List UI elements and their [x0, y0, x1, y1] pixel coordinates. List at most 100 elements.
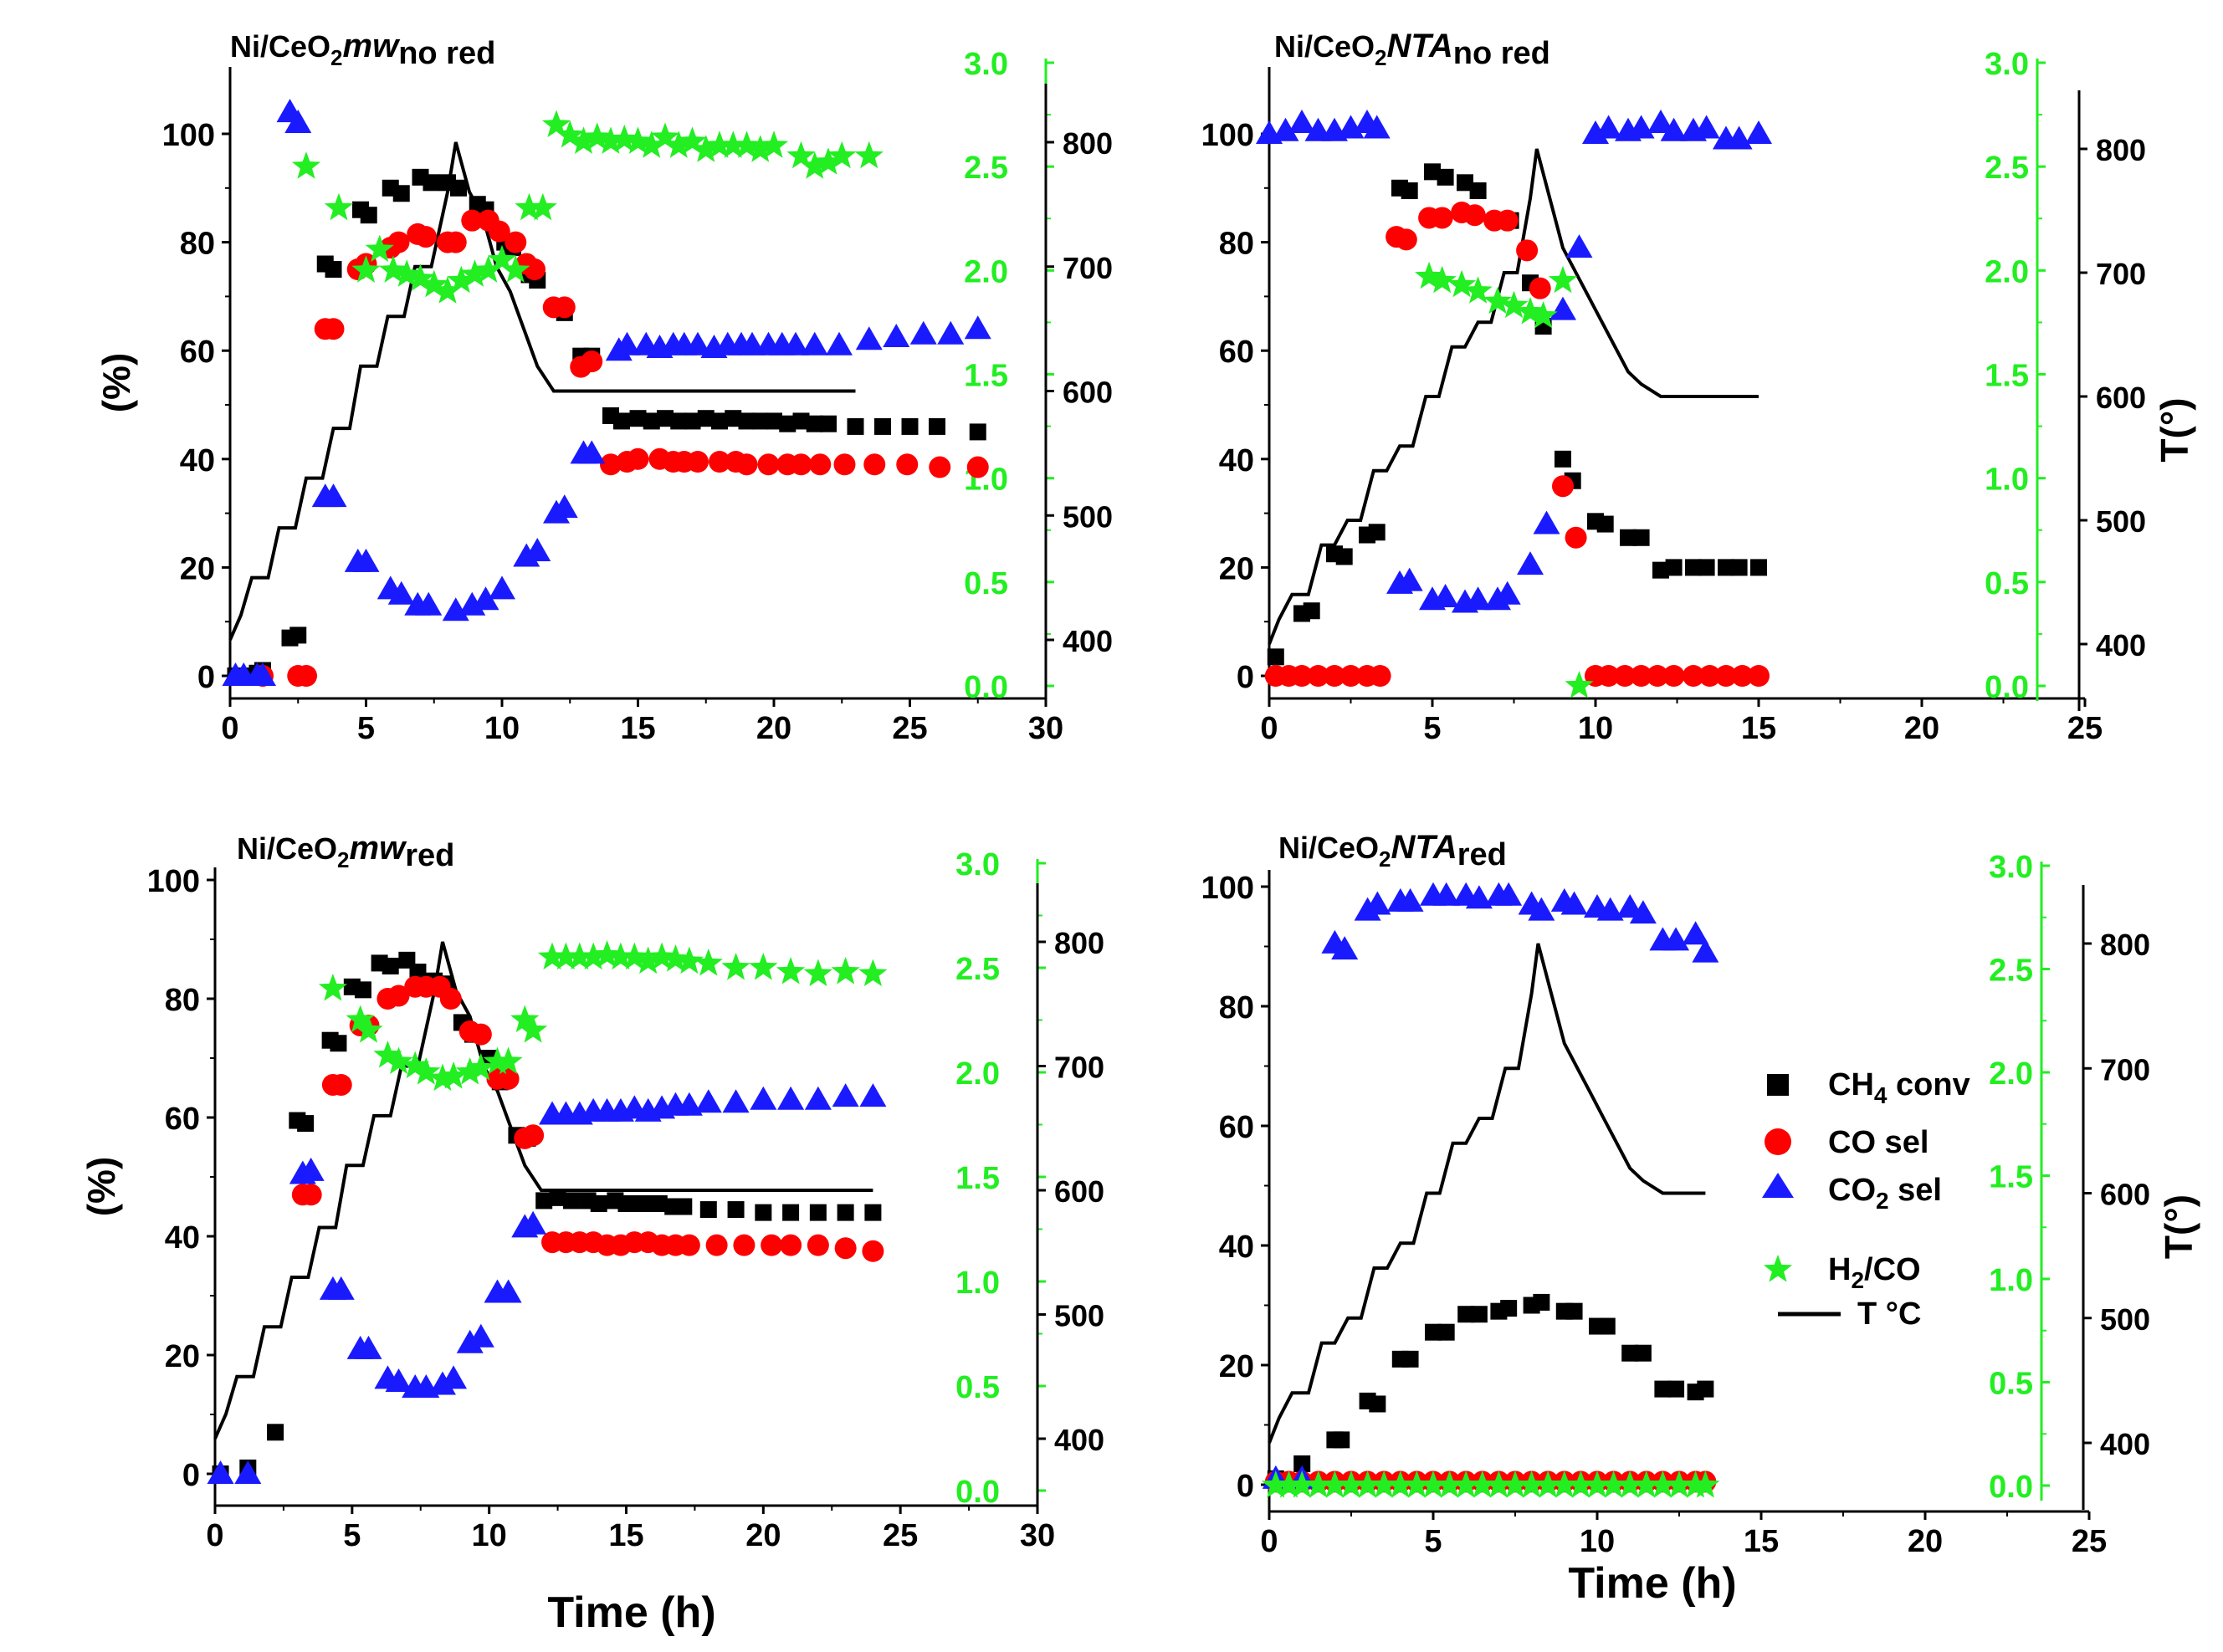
x-tick-label: 15: [608, 1518, 643, 1553]
legend-temp-label: T °C: [1857, 1297, 1921, 1332]
y-tick-label: 20: [180, 551, 215, 586]
temp-axis-label: T(°): [2157, 1194, 2200, 1259]
y-tick-label: 60: [1219, 1110, 1254, 1145]
h2co-point: [831, 957, 860, 985]
h2co-point: [661, 944, 690, 972]
y2-tick-label: 2.5: [1985, 151, 2029, 186]
ch4-conv-point: [267, 1424, 284, 1441]
co-sel-point: [387, 985, 410, 1007]
co2-sel-point: [578, 440, 606, 464]
ch4-conv-point: [382, 957, 399, 974]
ch4-conv-point: [1401, 1350, 1419, 1368]
ch4-conv-point: [1368, 524, 1386, 541]
ch4-conv-point: [1654, 1380, 1672, 1398]
h2co-point: [1418, 1470, 1448, 1498]
h2co-point: [1616, 1470, 1645, 1498]
temp-tick-label: 600: [1054, 1174, 1104, 1209]
y-tick-label: 40: [180, 443, 215, 478]
ch4-conv-point: [1685, 559, 1702, 576]
ch4-conv-point: [423, 174, 440, 192]
ch4-conv-point: [1437, 1323, 1455, 1341]
y-tick-label: 60: [1219, 335, 1254, 370]
co-sel-point: [1565, 526, 1587, 549]
co-sel-point: [790, 453, 812, 476]
ch4-conv-point: [1267, 648, 1284, 666]
h2co-point: [439, 1061, 469, 1089]
co2-sel-point: [1560, 891, 1588, 915]
h2co-point: [1548, 265, 1578, 294]
co2-sel-point: [1662, 927, 1690, 951]
y2-tick-label: 2.0: [1985, 254, 2029, 289]
h2co-point: [1691, 1470, 1720, 1498]
temp-axis-label: T(°): [2153, 397, 2196, 462]
ch4-conv-point: [617, 1194, 635, 1212]
h2co-point: [678, 126, 707, 154]
y2-tick-label: 1.5: [964, 359, 1008, 394]
co-sel-point: [809, 453, 832, 476]
h2co-point: [606, 942, 636, 970]
ch4-conv-point: [643, 412, 660, 430]
h2co-point: [401, 1051, 430, 1079]
y2-tick-label: 0.0: [955, 1475, 1000, 1510]
co-sel-point: [757, 453, 780, 476]
y2-tick-label: 1.5: [955, 1161, 1000, 1196]
h2co-point: [813, 147, 843, 175]
h2co-point: [1500, 1470, 1530, 1498]
legend-ch4-marker: [1767, 1074, 1789, 1096]
co2-sel-point: [551, 494, 578, 519]
h2co-point: [406, 263, 435, 291]
co2-sel-point: [1272, 117, 1299, 141]
panel-title: Ni/CeO2mwred: [237, 830, 454, 873]
temp-tick-label: 500: [1063, 499, 1113, 534]
x-tick-label: 25: [892, 711, 927, 746]
ch4-conv-point: [751, 412, 769, 430]
co-sel-point: [1324, 665, 1345, 687]
ch4-conv-point: [1697, 1380, 1714, 1398]
co-sel-point: [387, 231, 410, 253]
ch4-conv-point: [392, 185, 410, 202]
h2co-point: [633, 946, 663, 974]
co2-sel-point: [207, 1460, 234, 1484]
h2co-point: [351, 255, 381, 283]
x-tick-label: 25: [883, 1518, 918, 1553]
ch4-conv-point: [1533, 1293, 1550, 1311]
co-sel-point: [553, 296, 576, 319]
co2-sel-point: [1331, 936, 1359, 960]
h2co-point: [704, 130, 735, 158]
panel-nta-no-red: Ni/CeO2NTAno red 0 20 40 60 80 100 0 5 10 15 20 25 0.…: [1201, 28, 2196, 746]
co2-sel-point: [1533, 510, 1560, 534]
co-sel-point: [780, 1234, 802, 1256]
co-sel-point: [524, 258, 546, 280]
co2-sel-point: [1682, 921, 1709, 945]
h2co-point: [854, 141, 884, 169]
co2-sel-point: [327, 1276, 355, 1300]
co2-sel-point: [387, 581, 415, 605]
h2co-point: [565, 942, 594, 970]
ch4-conv-point: [1665, 559, 1683, 576]
co2-sel-point: [297, 1157, 325, 1181]
y2-tick-label: 1.0: [1989, 1263, 2033, 1298]
ch4-conv-point: [874, 417, 891, 435]
y-axis-label: (%): [79, 1157, 123, 1217]
temp-tick-label: 700: [1054, 1051, 1104, 1085]
h2co-point: [1304, 1470, 1333, 1498]
h2co-point: [776, 957, 806, 985]
h2co-point: [1483, 286, 1513, 315]
x-tick-label: 0: [1260, 711, 1278, 746]
h2co-point: [858, 959, 888, 987]
co2-sel-point: [1692, 939, 1719, 963]
h2co-point: [412, 1057, 441, 1085]
h2co-point: [541, 110, 571, 138]
y-tick-label: 60: [180, 335, 215, 370]
co-sel-point: [1597, 665, 1620, 687]
legend-ch4-label: CH4 conv: [1828, 1067, 1970, 1108]
ch4-conv-point: [1457, 1306, 1475, 1323]
h2co-point: [694, 949, 723, 976]
co-sel-point: [862, 1240, 884, 1262]
co-sel-point: [600, 453, 622, 476]
co2-sel-point: [964, 315, 991, 340]
h2co-point: [1415, 261, 1444, 289]
h2co-point: [1320, 1470, 1350, 1498]
h2co-point: [556, 120, 585, 148]
